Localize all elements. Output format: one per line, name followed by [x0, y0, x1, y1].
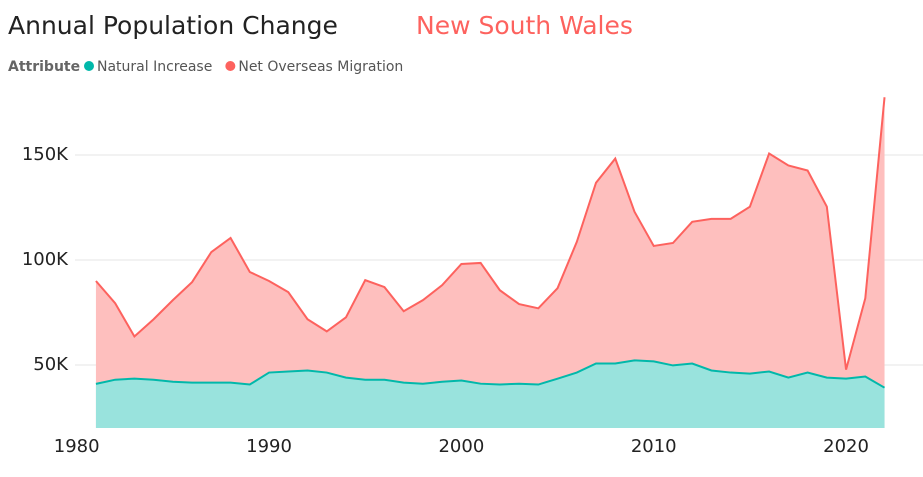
x-tick-label: 2000: [438, 436, 484, 457]
x-tick-label: 1980: [54, 436, 100, 457]
chart-subtitle: New South Wales: [416, 11, 633, 40]
legend-label: Natural Increase: [97, 59, 212, 75]
legend-label: Net Overseas Migration: [238, 59, 403, 75]
y-tick-label: 100K: [22, 249, 69, 270]
x-tick-label: 1990: [246, 436, 292, 457]
y-tick-label: 150K: [22, 144, 69, 165]
y-tick-label: 50K: [33, 354, 69, 375]
area-line: [95, 97, 886, 370]
area-line: [95, 359, 886, 389]
x-tick-label: 2010: [631, 436, 677, 457]
legend-marker: [225, 61, 236, 71]
chart-title: Annual Population Change: [8, 11, 338, 40]
legend-marker: [84, 61, 94, 71]
area-fill: [95, 97, 885, 428]
area-fill: [95, 360, 885, 428]
x-tick-label: 2020: [823, 436, 869, 457]
legend-title: Attribute: [8, 59, 80, 75]
